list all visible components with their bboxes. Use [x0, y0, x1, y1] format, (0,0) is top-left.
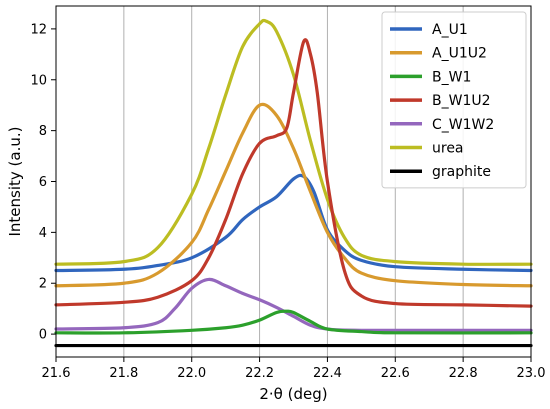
series-line-a-u1u2 [54, 102, 533, 288]
y-tick-label: 2 [39, 277, 47, 292]
series-line-b-w1 [54, 309, 533, 335]
y-axis-label: Intensity (a.u.) [6, 127, 24, 237]
legend-label: B_W1 [432, 69, 471, 85]
x-tick-label: 21.8 [109, 366, 138, 381]
legend-label: urea [432, 141, 464, 157]
series-line-b-w1u2 [54, 38, 533, 308]
legend-label: A_U1U2 [432, 46, 487, 62]
x-tick-label: 22.2 [245, 366, 274, 381]
x-tick-label: 22.6 [381, 366, 410, 381]
legend-label: B_W1U2 [432, 93, 491, 109]
x-tick-label: 22.4 [313, 366, 342, 381]
legend-label: C_W1W2 [432, 117, 494, 133]
y-tick-label: 10 [30, 73, 47, 88]
y-tick-label: 4 [39, 226, 47, 241]
x-tick-label: 22.8 [449, 366, 478, 381]
y-tick-label: 12 [30, 22, 47, 37]
series-line-urea [54, 18, 533, 266]
y-axis-ticks: 0 2 4 6 8 10 12 [30, 22, 56, 343]
y-tick-label: 6 [39, 175, 47, 190]
series-layer [54, 18, 533, 348]
x-tick-label: 21.6 [42, 366, 71, 381]
y-tick-label: 8 [39, 124, 47, 139]
legend-label: A_U1 [432, 22, 468, 38]
x-axis-label: 2·θ (deg) [259, 385, 327, 403]
y-tick-label: 0 [39, 328, 47, 343]
x-tick-label: 22.0 [177, 366, 206, 381]
x-axis-ticks: 21.6 21.8 22.0 22.2 22.4 22.6 22.8 23.0 [42, 357, 546, 381]
series-line-a-u1 [54, 173, 533, 273]
legend-box [381, 11, 527, 189]
x-tick-label: 23.0 [517, 366, 546, 381]
legend-label: graphite [432, 164, 491, 180]
